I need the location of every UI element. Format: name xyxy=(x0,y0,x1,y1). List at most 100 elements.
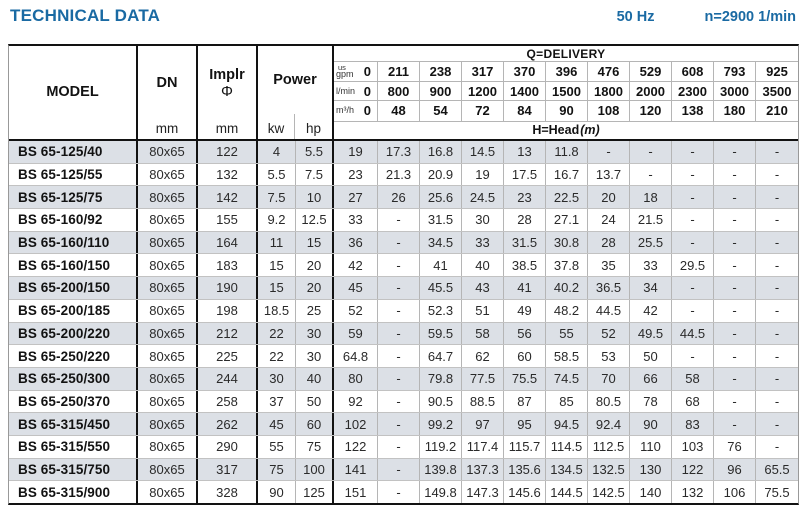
head-cell: - xyxy=(378,481,420,503)
head-cell: - xyxy=(378,345,420,367)
head-cell: 21.5 xyxy=(630,209,672,231)
head-cell: 139.8 xyxy=(420,458,462,481)
model-cell: BS 65-200/185 xyxy=(9,299,138,322)
head-cell: 52 xyxy=(588,322,630,345)
head-cell: 31.5 xyxy=(420,209,462,231)
dn-cell: 80x65 xyxy=(138,231,198,254)
head-cell: 75.5 xyxy=(764,484,790,500)
dn-cell: 80x65 xyxy=(138,367,198,390)
model-cell: BS 65-160/92 xyxy=(9,209,138,231)
head-cell: 52 xyxy=(334,299,378,322)
implr-cell: 225 xyxy=(198,345,258,367)
kw-cell: 5.5 xyxy=(258,163,296,186)
flow-value: 211 xyxy=(378,62,420,81)
head-cell: 85 xyxy=(546,390,588,413)
flow-row-m3h: m³/h 0 48 54 72 84 90 108 120 138 180 210 xyxy=(334,101,798,122)
head-cell: 21.3 xyxy=(378,163,420,186)
head-cell: - xyxy=(672,345,714,367)
hp-cell: 40 xyxy=(296,367,334,390)
implr-cell: 328 xyxy=(198,481,258,503)
head-cell: 53 xyxy=(588,345,630,367)
head-cell: 130 xyxy=(630,458,672,481)
head-cell: 23 xyxy=(334,163,378,186)
kw-cell: 4 xyxy=(258,141,296,163)
head-cell: 58.5 xyxy=(546,345,588,367)
page-title: TECHNICAL DATA xyxy=(10,6,161,25)
head-cell: - xyxy=(774,416,780,432)
model-cell: BS 65-250/370 xyxy=(9,390,138,413)
dn-cell: 80x65 xyxy=(138,254,198,277)
head-cell: 19 xyxy=(334,141,378,163)
head-cell: - xyxy=(630,163,672,186)
head-cell: - xyxy=(774,235,780,251)
model-cell: BS 65-315/550 xyxy=(9,435,138,458)
flow-value: 608 xyxy=(672,62,714,81)
head-cell: 59.5 xyxy=(420,322,462,345)
head-cell: - xyxy=(774,167,780,183)
flow-value: 396 xyxy=(546,62,588,81)
head-cell: - xyxy=(378,367,420,390)
head-cell: - xyxy=(714,299,756,322)
dn-cell: 80x65 xyxy=(138,435,198,458)
head-cell: - xyxy=(378,254,420,277)
head-cell: 43 xyxy=(462,277,504,299)
flow-value: 925 xyxy=(766,64,788,80)
hp-cell: 125 xyxy=(296,481,334,503)
head-cell: - xyxy=(714,231,756,254)
head-cell: - xyxy=(378,209,420,231)
table-row: BS 65-200/185 80x65 198 18.5 25 52-52.3 51 49 48… xyxy=(9,298,798,322)
flow-value: 84 xyxy=(504,101,546,121)
head-cell: 23 xyxy=(504,186,546,209)
head-cell: - xyxy=(378,413,420,435)
table-row: BS 65-125/75 80x65 142 7.5 10 27 26 25.6 24.5 23 2… xyxy=(9,185,798,209)
kw-cell: 90 xyxy=(258,481,296,503)
head-cell: 135.6 xyxy=(504,458,546,481)
head-cell: 62 xyxy=(462,345,504,367)
kw-cell: 22 xyxy=(258,345,296,367)
head-cell: 149.8 xyxy=(420,481,462,503)
table-row: BS 65-125/40 80x65 122 4 5.5 19 17.3 16.8 14.5 13… xyxy=(9,141,798,163)
head-cell: 16.8 xyxy=(420,141,462,163)
head-cell: - xyxy=(378,277,420,299)
hp-cell: 15 xyxy=(296,231,334,254)
head-cell: 18 xyxy=(630,186,672,209)
hp-cell: 10 xyxy=(296,186,334,209)
implr-cell: 142 xyxy=(198,186,258,209)
head-cell: 52.3 xyxy=(420,299,462,322)
head-cell: 34 xyxy=(630,277,672,299)
head-cell: 30.8 xyxy=(546,231,588,254)
head-cell: - xyxy=(714,367,756,390)
power-units-row: kw hp xyxy=(258,114,332,139)
head-cell: 83 xyxy=(672,413,714,435)
flow-value: 238 xyxy=(420,62,462,81)
model-column-header: MODEL xyxy=(9,46,138,139)
kw-cell: 55 xyxy=(258,435,296,458)
technical-data-table: MODEL DN mm Implr Φ mm Power kw hp Q=DEL… xyxy=(8,44,799,505)
flow-value: 48 xyxy=(378,101,420,121)
implr-cell: 212 xyxy=(198,322,258,345)
head-cell: 145.6 xyxy=(504,481,546,503)
flow-value: 476 xyxy=(588,62,630,81)
head-cell: 117.4 xyxy=(462,435,504,458)
head-cell: 132 xyxy=(672,481,714,503)
head-cell: 58 xyxy=(462,322,504,345)
hp-cell: 20 xyxy=(296,254,334,277)
flow-value: 1400 xyxy=(504,81,546,101)
head-cell: - xyxy=(672,186,714,209)
implr-cell: 155 xyxy=(198,209,258,231)
head-cell: 11.8 xyxy=(546,141,588,163)
dn-cell: 80x65 xyxy=(138,345,198,367)
head-cell: 48.2 xyxy=(546,299,588,322)
table-row: BS 65-160/110 80x65 164 11 15 36-34.5 33 31.5 30… xyxy=(9,230,798,254)
head-cell: 88.5 xyxy=(462,390,504,413)
flow-value: 120 xyxy=(630,101,672,121)
head-cell: 141 xyxy=(334,458,378,481)
unit-hp: hp xyxy=(305,121,322,136)
flow-value: 317 xyxy=(462,62,504,81)
dn-cell: 80x65 xyxy=(138,322,198,345)
implr-header-label: Implr xyxy=(209,66,245,83)
dn-cell: 80x65 xyxy=(138,481,198,503)
head-cell: 65.5 xyxy=(764,461,790,477)
head-cell: - xyxy=(714,345,756,367)
head-cell: 51 xyxy=(462,299,504,322)
